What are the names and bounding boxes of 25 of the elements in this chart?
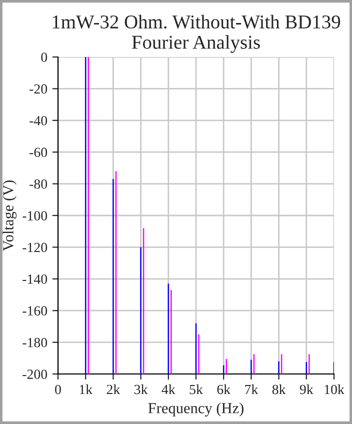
x-tick-label: 5k: [190, 384, 203, 394]
y-tick-label: -120: [22, 242, 48, 252]
x-tick-label: 2k: [106, 384, 120, 394]
x-tick-label: 6k: [217, 384, 231, 394]
x-axis-title: Frequency (Hz): [148, 402, 244, 416]
x-tick-label: 7k: [245, 384, 258, 394]
y-tick-label: 0: [41, 52, 48, 62]
y-tick-label: -160: [22, 306, 48, 316]
y-tick-label: -100: [22, 211, 48, 220]
x-tick-label: 3k: [134, 384, 148, 394]
x-tick-label: 9k: [300, 384, 314, 394]
y-axis-title: Voltage (V): [2, 180, 17, 252]
y-tick-label: -40: [30, 116, 48, 126]
y-tick-label: -140: [22, 274, 48, 284]
y-tick-label: -20: [30, 84, 48, 94]
x-tick-label: 0: [55, 384, 61, 394]
x-tick-label: 1k: [80, 384, 93, 394]
x-tick-label: 8k: [272, 384, 286, 394]
x-tick-label: 10k: [324, 384, 344, 394]
y-tick-label: -180: [22, 338, 48, 348]
y-tick-label: -200: [22, 370, 48, 379]
y-tick-label: -80: [30, 179, 48, 189]
chart-title: 1mW-32 Ohm. Without-With BD139 Fourier Analysis: [52, 14, 340, 53]
y-tick-label: -60: [30, 148, 48, 158]
x-tick-label: 4k: [162, 384, 176, 394]
